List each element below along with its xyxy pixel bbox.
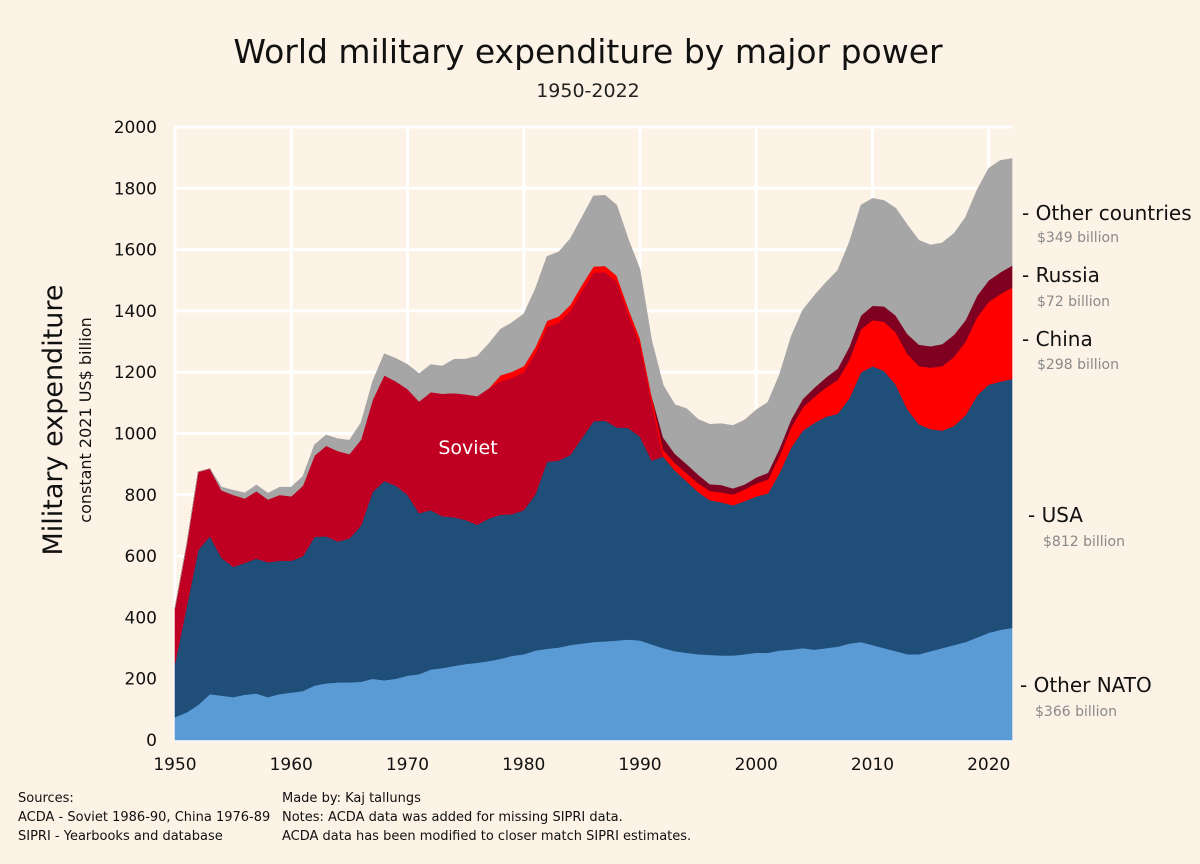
x-tick-label-2010: 2010 (851, 755, 894, 775)
y-tick-label-2000: 2000 (114, 118, 157, 138)
legend-value-russia: $72 billion (1037, 294, 1110, 310)
footer-sources: Sources: ACDA - Soviet 1986-90, China 19… (18, 789, 270, 846)
y-tick-label-200: 200 (125, 670, 157, 690)
source-acda: ACDA - Soviet 1986-90, China 1976-89 (18, 810, 271, 825)
note-2: ACDA data has been modified to closer ma… (282, 829, 692, 844)
y-tick-label-1800: 1800 (114, 179, 157, 199)
legend-label-china: - China (1022, 327, 1093, 351)
legend-label-other-nato: - Other NATO (1020, 673, 1152, 697)
y-axis-sublabel: constant 2021 US$ billion (76, 317, 95, 522)
x-tick-label-1970: 1970 (386, 755, 429, 775)
area-other-countries (174, 158, 1013, 609)
chart-subtitle: 1950-2022 (536, 80, 640, 102)
y-tick-label-1200: 1200 (114, 363, 157, 383)
y-tick-label-1000: 1000 (114, 425, 157, 445)
legend: - Other NATO $366 billion - USA $812 billio… (1020, 201, 1192, 720)
y-axis-label: Military expenditure (38, 284, 69, 555)
x-tick-label-1960: 1960 (270, 755, 313, 775)
made-by: Made by: Kaj tallungs (282, 791, 421, 806)
y-tick-label-0: 0 (146, 731, 157, 751)
legend-label-russia: - Russia (1022, 263, 1100, 287)
y-tick-label-1400: 1400 (114, 302, 157, 322)
y-tick-label-800: 800 (125, 486, 157, 506)
soviet-annotation: Soviet (438, 437, 497, 459)
legend-value-usa: $812 billion (1043, 534, 1125, 550)
legend-label-usa: - USA (1028, 503, 1083, 527)
sources-title: Sources: (18, 791, 74, 806)
legend-value-other-nato: $366 billion (1035, 704, 1117, 720)
y-tick-label-600: 600 (125, 547, 157, 567)
x-tick-label-1990: 1990 (618, 755, 661, 775)
source-sipri: SIPRI - Yearbooks and database (18, 829, 223, 844)
legend-value-other-countries: $349 billion (1037, 230, 1119, 246)
y-tick-label-1600: 1600 (114, 241, 157, 261)
legend-value-china: $298 billion (1037, 357, 1119, 373)
x-tick-label-2020: 2020 (967, 755, 1010, 775)
y-tick-label-400: 400 (125, 608, 157, 628)
x-tick-label-1950: 1950 (153, 755, 196, 775)
footer-notes: Made by: Kaj tallungs Notes: ACDA data w… (282, 789, 691, 846)
x-tick-label-1980: 1980 (502, 755, 545, 775)
axis-ticks: 0 200 400 600 800 1000 1200 1400 1600 1800 2000 195… (114, 118, 1011, 775)
x-tick-label-2000: 2000 (735, 755, 778, 775)
legend-label-other-countries: - Other countries (1022, 201, 1192, 225)
note-1: Notes: ACDA data was added for missing S… (282, 810, 623, 825)
area-series (174, 158, 1013, 741)
chart-title: World military expenditure by major powe… (233, 32, 943, 71)
